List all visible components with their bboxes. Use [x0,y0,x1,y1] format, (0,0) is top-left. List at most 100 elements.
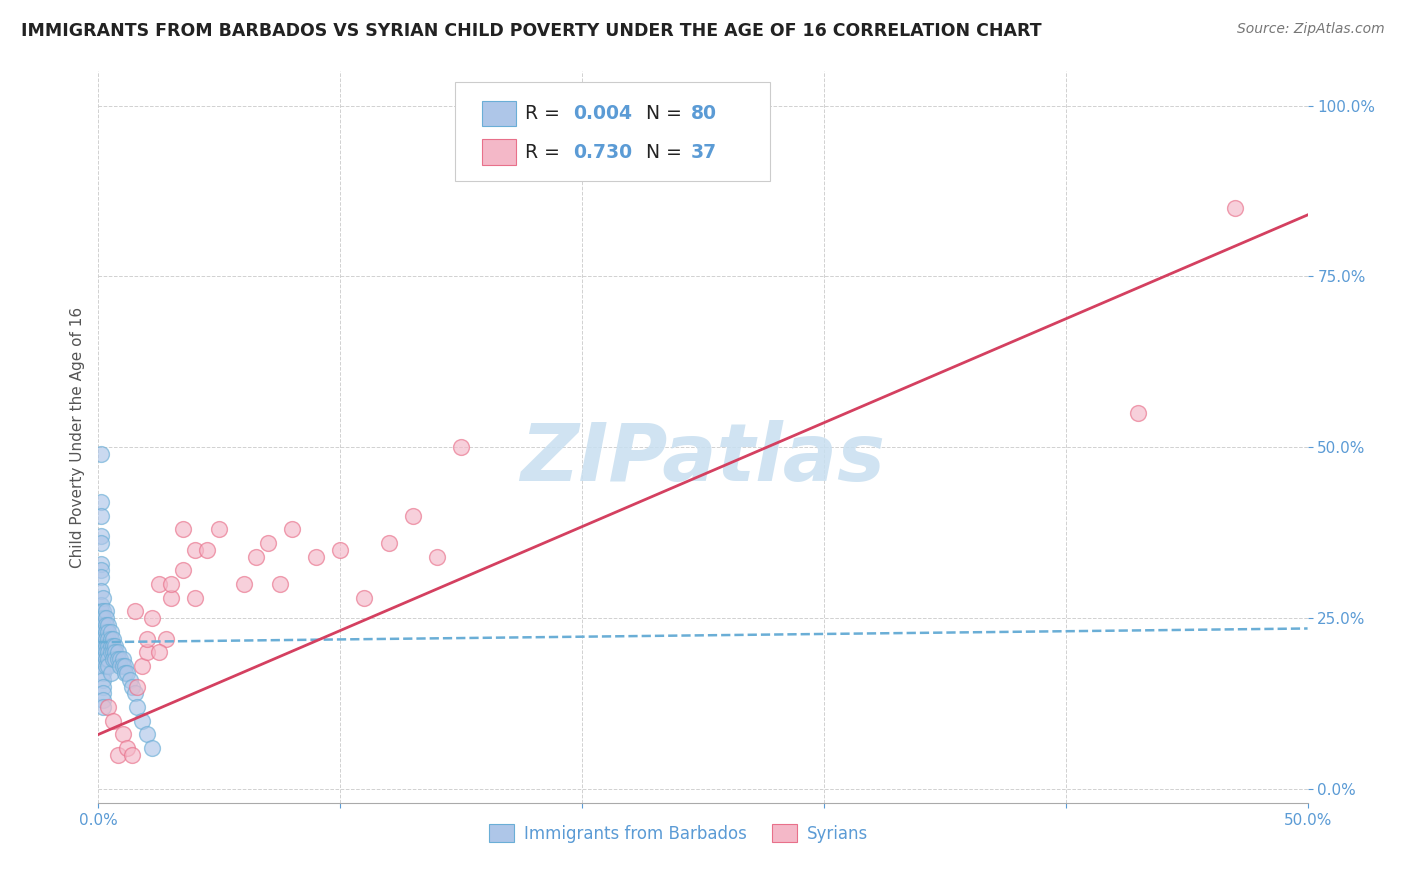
Point [245,549,267,564]
Text: 37: 37 [690,143,717,161]
Point [305,549,328,564]
Point [107,652,129,666]
Point [90,583,112,598]
Point [108,659,131,673]
Point [184,591,207,605]
Point [90,639,112,653]
Point [195,542,218,557]
Point [111,727,134,741]
Point [90,495,112,509]
Point [91,700,114,714]
Point [1128,406,1150,420]
Point [108,652,131,666]
Point [100,665,122,680]
Point [97,632,120,646]
Point [100,632,122,646]
Point [90,557,112,571]
Point [121,680,143,694]
Point [256,536,278,550]
Point [91,645,114,659]
Point [160,577,183,591]
Point [107,645,129,659]
Point [107,747,129,762]
Point [426,549,449,564]
Point [91,693,114,707]
Bar [482,101,516,127]
Point [90,639,112,653]
Point [141,611,163,625]
Point [94,659,117,673]
Point [269,577,291,591]
Text: R =: R = [526,143,567,161]
Point [90,536,112,550]
Text: N =: N = [647,143,688,161]
Point [172,563,194,577]
Point [90,624,112,639]
Point [91,632,114,646]
Point [118,673,141,687]
Point [329,542,352,557]
Point [100,639,122,653]
Point [104,645,127,659]
Point [90,570,112,584]
Point [90,632,112,646]
Point [91,591,114,605]
Point [160,591,183,605]
Point [91,686,114,700]
Point [91,604,114,618]
Point [131,714,153,728]
Point [90,645,112,659]
Point [94,652,117,666]
Point [127,680,149,694]
Point [90,632,112,646]
Point [184,542,207,557]
Point [111,652,134,666]
Point [124,686,146,700]
Point [148,577,170,591]
Point [131,659,153,673]
Point [1223,201,1246,215]
Point [172,522,194,536]
Point [148,645,170,659]
Point [208,522,231,536]
Point [94,632,117,646]
Text: 0.730: 0.730 [574,143,633,161]
Point [90,447,112,461]
FancyBboxPatch shape [456,82,769,181]
Point [91,652,114,666]
Point [232,577,254,591]
Point [135,632,157,646]
Point [101,639,124,653]
Point [91,639,114,653]
Point [90,611,112,625]
Text: 0.004: 0.004 [574,103,633,123]
Point [101,645,124,659]
Point [101,652,124,666]
Point [90,618,112,632]
Point [117,741,139,756]
Point [155,632,177,646]
Point [104,639,127,653]
Text: ZIPatlas: ZIPatlas [520,420,886,498]
Point [91,624,114,639]
Point [97,624,120,639]
Point [91,665,114,680]
Point [114,659,136,673]
Point [117,665,139,680]
Point [281,522,304,536]
Point [94,604,117,618]
Point [90,563,112,577]
Point [135,727,157,741]
Point [94,639,117,653]
Point [94,618,117,632]
Point [91,611,114,625]
Point [377,536,399,550]
Point [114,665,136,680]
Point [97,618,120,632]
Point [97,652,120,666]
Point [94,624,117,639]
Bar [482,139,516,165]
Point [124,604,146,618]
Text: N =: N = [647,103,688,123]
Point [97,639,120,653]
